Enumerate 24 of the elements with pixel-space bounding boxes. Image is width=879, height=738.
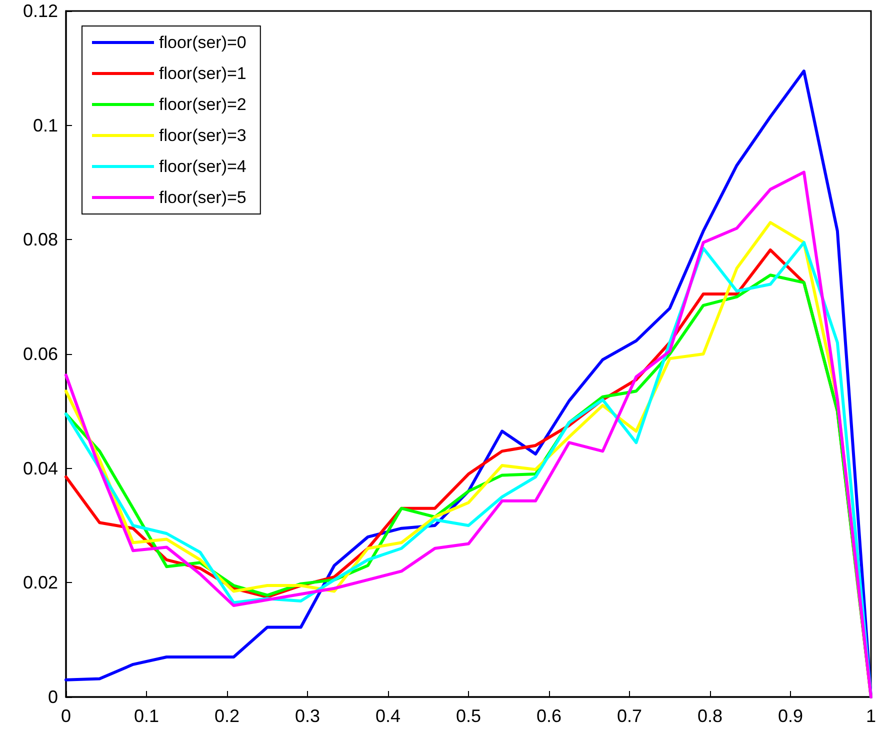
x-tick-label: 0.2 — [214, 706, 240, 726]
y-tick-label: 0.06 — [22, 344, 58, 364]
x-tick-label: 0.7 — [616, 706, 642, 726]
x-tick-label: 0.1 — [134, 706, 160, 726]
y-tick-label: 0.04 — [22, 458, 58, 478]
x-tick-label: 0.6 — [536, 706, 562, 726]
x-tick-label: 0.9 — [778, 706, 804, 726]
legend-label: floor(ser)=3 — [159, 126, 246, 145]
legend-label: floor(ser)=4 — [159, 157, 246, 176]
legend-label: floor(ser)=2 — [159, 95, 246, 114]
x-tick-label: 0.8 — [697, 706, 723, 726]
x-tick-label: 1 — [866, 706, 876, 726]
y-tick-label: 0.08 — [22, 230, 58, 250]
y-tick-label: 0.1 — [32, 115, 58, 136]
x-tick-label: 0.3 — [294, 706, 320, 726]
x-tick-label: 0 — [60, 706, 72, 726]
legend-label: floor(ser)=0 — [159, 33, 246, 52]
x-tick-label: 0.5 — [456, 706, 482, 726]
y-tick-label: 0.02 — [22, 572, 58, 593]
y-tick-label: 0 — [48, 687, 58, 707]
legend-label: floor(ser)=1 — [159, 64, 246, 83]
y-tick-label: 0.12 — [22, 1, 58, 21]
x-tick-label: 0.4 — [375, 706, 401, 726]
legend-label: floor(ser)=5 — [159, 188, 246, 207]
